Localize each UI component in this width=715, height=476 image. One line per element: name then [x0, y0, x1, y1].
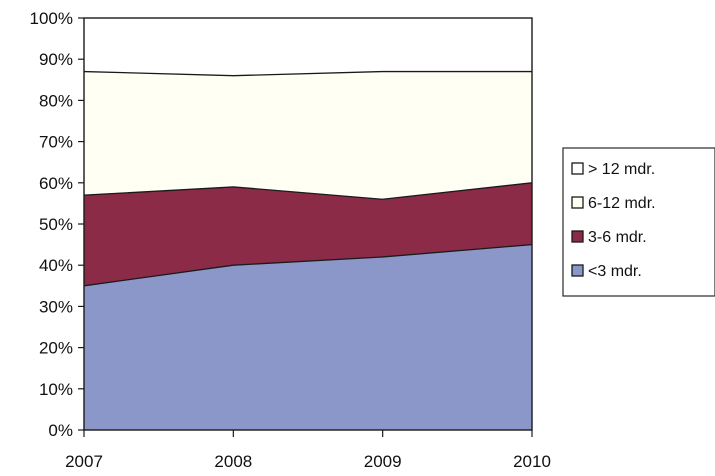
y-tick-label: 50%: [39, 215, 73, 234]
legend-label: 3-6 mdr.: [588, 229, 647, 246]
y-tick-label: 10%: [39, 380, 73, 399]
series-boundary-line: [83, 182, 533, 200]
x-axis: 2007 2008 2009 2010: [65, 430, 551, 471]
y-tick-label: 60%: [39, 174, 73, 193]
y-tick-label: 0%: [48, 421, 73, 440]
y-axis: 0% 10% 20% 30% 40% 50% 60% 70% 80% 90% 100%: [30, 9, 84, 440]
legend-label: <3 mdr.: [588, 263, 642, 280]
series-boundary-line: [83, 70, 532, 77]
series-areas: [84, 18, 532, 430]
x-tick-label: 2010: [513, 452, 551, 471]
legend-swatch: [571, 230, 584, 243]
series-boundaries: [83, 70, 533, 287]
legend-swatch: [571, 196, 584, 209]
y-tick-label: 70%: [39, 133, 73, 152]
y-tick-label: 80%: [39, 91, 73, 110]
area-12-mdr: [84, 18, 532, 76]
x-tick-label: 2008: [214, 452, 252, 471]
legend-swatch: [571, 264, 584, 277]
area-3-6-mdr: [84, 182, 532, 286]
y-tick-label: 20%: [39, 339, 73, 358]
x-tick-label: 2007: [65, 452, 103, 471]
y-tick-label: 30%: [39, 297, 73, 316]
area-6-12-mdr: [84, 71, 532, 200]
legend-box: [562, 147, 715, 297]
legend-label: > 12 mdr.: [588, 161, 655, 178]
legend-label: 6-12 mdr.: [588, 195, 656, 212]
x-tick-label: 2009: [364, 452, 402, 471]
y-tick-label: 100%: [30, 9, 73, 28]
y-tick-label: 40%: [39, 256, 73, 275]
area-3-mdr: [84, 244, 532, 430]
legend: > 12 mdr. 6-12 mdr. 3-6 mdr. <3 mdr.: [562, 147, 715, 297]
legend-swatch: [571, 162, 584, 175]
series-boundary-line: [83, 243, 533, 287]
y-tick-label: 90%: [39, 50, 73, 69]
